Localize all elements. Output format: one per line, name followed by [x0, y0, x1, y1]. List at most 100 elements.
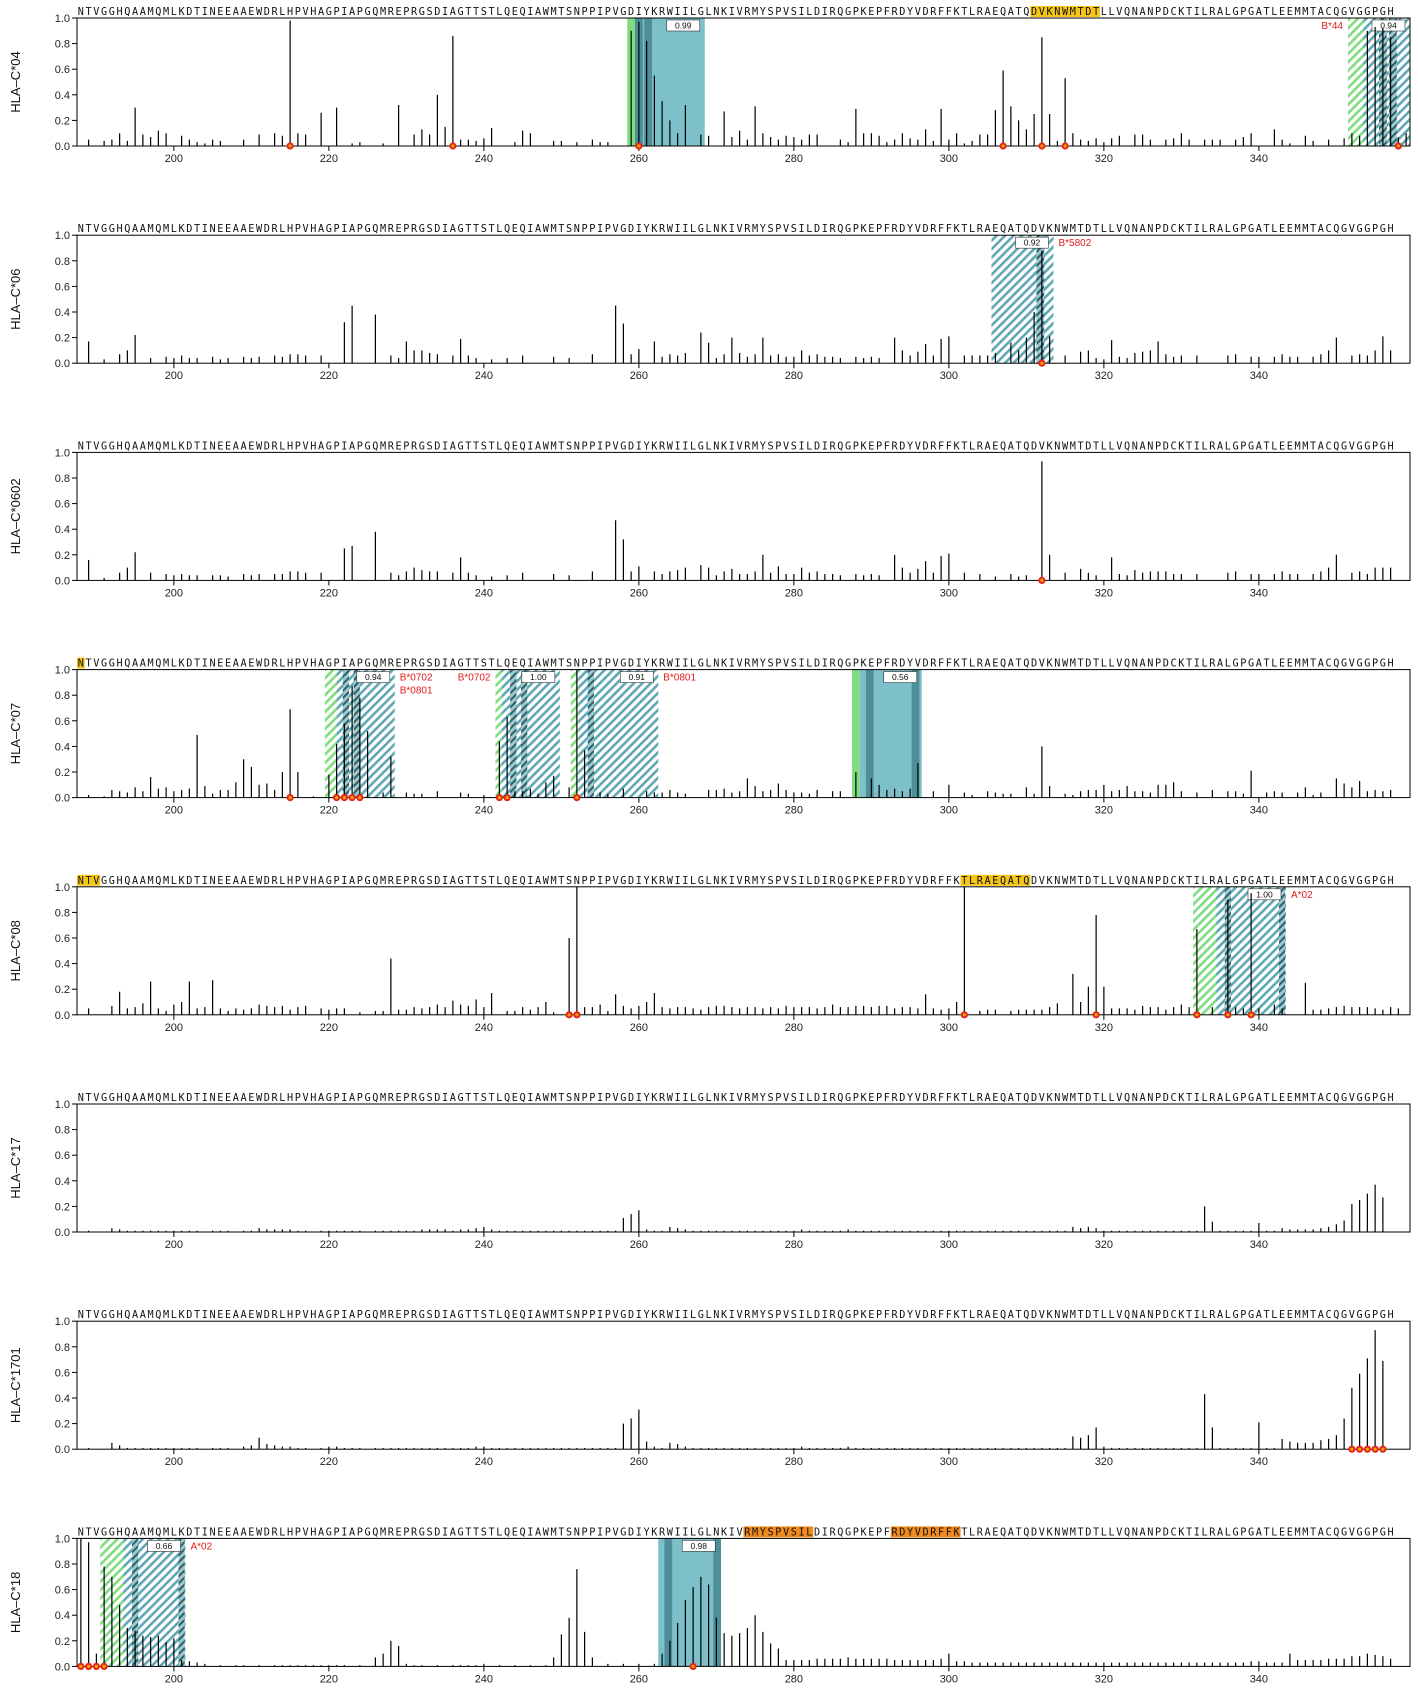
x-tick-label: 320 — [1095, 153, 1113, 165]
sequence-residue: M — [551, 1310, 557, 1321]
sequence-residue: P — [1372, 1310, 1378, 1321]
region-band — [713, 1538, 722, 1667]
allele-annotation: B*0801 — [663, 673, 696, 684]
sequence-residue: G — [1380, 1527, 1386, 1538]
sequence-residue: E — [868, 659, 874, 670]
sequence-residue: I — [729, 1093, 735, 1104]
sequence-residue: I — [799, 876, 805, 887]
sequence-residue: A — [241, 876, 247, 887]
sequence-residue: N — [1054, 1093, 1060, 1104]
sequence-residue: P — [876, 1527, 882, 1538]
sequence-residue: G — [1341, 1093, 1347, 1104]
sequence-residue: F — [946, 7, 952, 18]
sequence-residue: T — [489, 1527, 495, 1538]
sequence-residue: E — [868, 7, 874, 18]
sequence-residue: V — [1039, 7, 1045, 18]
sequence-residue: L — [806, 441, 812, 452]
sequence-residue: G — [326, 1310, 332, 1321]
sequence-residue: L — [706, 876, 712, 887]
sequence-residue: I — [675, 1310, 681, 1321]
sequence-residue: Q — [1124, 1527, 1130, 1538]
sequence-residue: L — [806, 659, 812, 670]
sequence-residue: L — [171, 441, 177, 452]
sequence-residue: V — [783, 441, 789, 452]
sequence-residue: I — [442, 441, 448, 452]
sequence-residue: R — [977, 1093, 984, 1104]
sequence-residue: A — [1140, 7, 1146, 18]
sequence-residue: T — [86, 659, 92, 670]
sequence-residue: Q — [1124, 224, 1130, 235]
sequence-residue: L — [1202, 224, 1208, 235]
sequence-residue: Q — [837, 7, 843, 18]
sequence-residue: A — [1008, 224, 1014, 235]
sequence-residue: S — [427, 224, 433, 235]
sequence-residue: Q — [1023, 876, 1029, 887]
sequence-residue: T — [1264, 1527, 1270, 1538]
epitope-region: 0.91 B*0801 — [570, 669, 696, 798]
region-band — [178, 1538, 185, 1667]
sequence-residue: R — [388, 224, 395, 235]
sequence-residue: Q — [504, 876, 510, 887]
sequence-residue: P — [582, 1310, 588, 1321]
sequence-residue: Q — [372, 224, 378, 235]
sequence-residue: P — [403, 1093, 409, 1104]
sequence-residue: Y — [907, 441, 913, 452]
y-tick-label: 0.4 — [55, 307, 70, 319]
sequence-residue: A — [318, 1310, 324, 1321]
sequence-residue: D — [1031, 1310, 1037, 1321]
sequence-residue: D — [899, 1527, 905, 1538]
sequence-residue: A — [1140, 1093, 1146, 1104]
sequence-residue: N — [574, 1310, 580, 1321]
sequence-residue: R — [892, 224, 899, 235]
sequence-residue: V — [613, 441, 619, 452]
sequence-residue: S — [791, 1093, 797, 1104]
sequence-residue: G — [365, 441, 371, 452]
sequence-residue: K — [721, 7, 728, 18]
x-tick-label: 260 — [630, 370, 648, 382]
sequence-residue: N — [78, 224, 84, 235]
score-label: 0.99 — [675, 21, 692, 31]
sequence-residue: P — [1372, 659, 1378, 670]
sequence-residue: Q — [372, 659, 378, 670]
sequence-residue: G — [1233, 1310, 1239, 1321]
score-label: 0.94 — [365, 672, 382, 682]
sequence-residue: P — [582, 659, 588, 670]
sequence-residue: G — [419, 876, 425, 887]
sequence-residue: M — [1295, 1093, 1301, 1104]
sequence-residue: F — [938, 659, 944, 670]
sequence-residue: Q — [1333, 7, 1339, 18]
sequence-residue: C — [1326, 1093, 1332, 1104]
sequence-residue: P — [775, 7, 781, 18]
y-axis-label: HLA–C*08 — [8, 920, 23, 981]
sequence-residue: V — [915, 659, 921, 670]
sequence-residue: R — [1209, 1093, 1216, 1104]
sequence-residue: G — [101, 224, 107, 235]
sequence-residue: A — [1008, 1527, 1014, 1538]
sequence-residue: I — [636, 876, 642, 887]
sequence-residue: S — [566, 876, 572, 887]
sequence-residue: Q — [1023, 1527, 1029, 1538]
sequence-residue: T — [1078, 441, 1084, 452]
sequence-residue: Q — [837, 1310, 843, 1321]
region-band — [644, 18, 653, 146]
sequence-residue: R — [272, 876, 279, 887]
sequence-residue: A — [1318, 1527, 1324, 1538]
panels-group: HLA–C*040.99 0.94B*44N T V G G H Q A A M Q M L K D T I N E E… — [8, 6, 1411, 1685]
sequence-residue: Q — [1333, 224, 1339, 235]
x-tick-label: 320 — [1095, 370, 1113, 382]
sequence-residue: D — [814, 7, 820, 18]
sequence-residue: I — [597, 1093, 603, 1104]
epitope-region: 0.56 — [852, 669, 922, 798]
sequence-residue: H — [1388, 224, 1394, 235]
sequence-residue: E — [868, 876, 874, 887]
sequence-residue: P — [853, 1527, 859, 1538]
sequence-residue: A — [1008, 441, 1014, 452]
sequence-residue: E — [512, 224, 518, 235]
sequence-residue: S — [768, 441, 774, 452]
x-tick-label: 200 — [165, 587, 183, 599]
y-tick-label: 0.8 — [55, 907, 70, 919]
sequence-residue: T — [558, 7, 564, 18]
sequence-residue: G — [1233, 441, 1239, 452]
sequence-residue: P — [582, 7, 588, 18]
